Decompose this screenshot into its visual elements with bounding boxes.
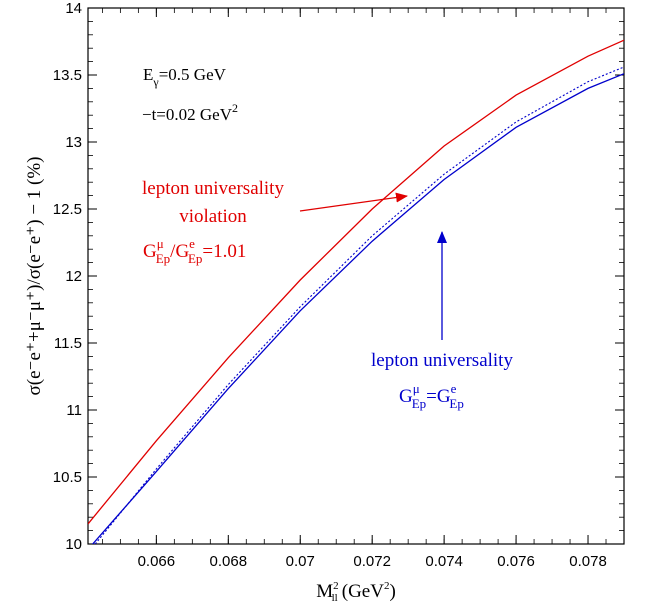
universality-line1: lepton universality xyxy=(371,350,513,371)
axis-ticks: 0.066 0.068 0.07 0.072 0.074 0.076 0.078 10 10.5… xyxy=(53,0,624,570)
universality-equality: Gμ Ep=Ge Ep xyxy=(399,381,464,411)
x-tick-label: 0.07 xyxy=(286,553,315,570)
y-tick-label: 13.5 xyxy=(53,67,82,84)
x-tick-label: 0.068 xyxy=(210,553,248,570)
y-tick-label: 14 xyxy=(65,0,82,17)
y-tick-label: 11.5 xyxy=(54,335,82,352)
x-tick-label: 0.066 xyxy=(138,553,176,570)
y-tick-label: 12 xyxy=(65,268,82,285)
y-tick-label: 12.5 xyxy=(53,201,82,218)
y-tick-label: 13 xyxy=(65,134,82,151)
x-tick-label: 0.074 xyxy=(425,553,463,570)
y-tick-label: 10 xyxy=(65,536,82,553)
violation-annotation: lepton universality violation Gμ Ep/Ge Ep=… xyxy=(142,178,284,266)
series-line-3 xyxy=(91,73,624,544)
series-group xyxy=(88,39,624,544)
x-tick-label: 0.076 xyxy=(497,553,535,570)
violation-arrow xyxy=(299,192,408,212)
violation-line2: violation xyxy=(179,206,247,227)
violation-line1: lepton universality xyxy=(142,178,284,199)
y-tick-label: 10.5 xyxy=(53,469,82,486)
momentum-transfer-annotation: −t=0.02 GeV2 xyxy=(142,101,238,124)
x-tick-label: 0.072 xyxy=(353,553,391,570)
universality-annotation: lepton universality Gμ Ep=Ge Ep xyxy=(371,350,513,411)
energy-annotation: Eγ=0.5 GeV xyxy=(143,65,227,89)
plot-frame xyxy=(87,7,625,545)
series-line-2 xyxy=(94,66,624,544)
series-line-1 xyxy=(88,39,624,525)
x-axis-title: M2 ll (GeV2) xyxy=(316,580,396,604)
x-tick-label: 0.078 xyxy=(569,553,607,570)
y-tick-label: 11 xyxy=(66,402,82,419)
y-axis-title: σ(e⁻e⁺+μ⁻μ⁺)/σ(e⁻e⁺) − 1 (%) xyxy=(24,156,45,395)
violation-ratio: Gμ Ep/Ge Ep=1.01 xyxy=(143,236,246,266)
